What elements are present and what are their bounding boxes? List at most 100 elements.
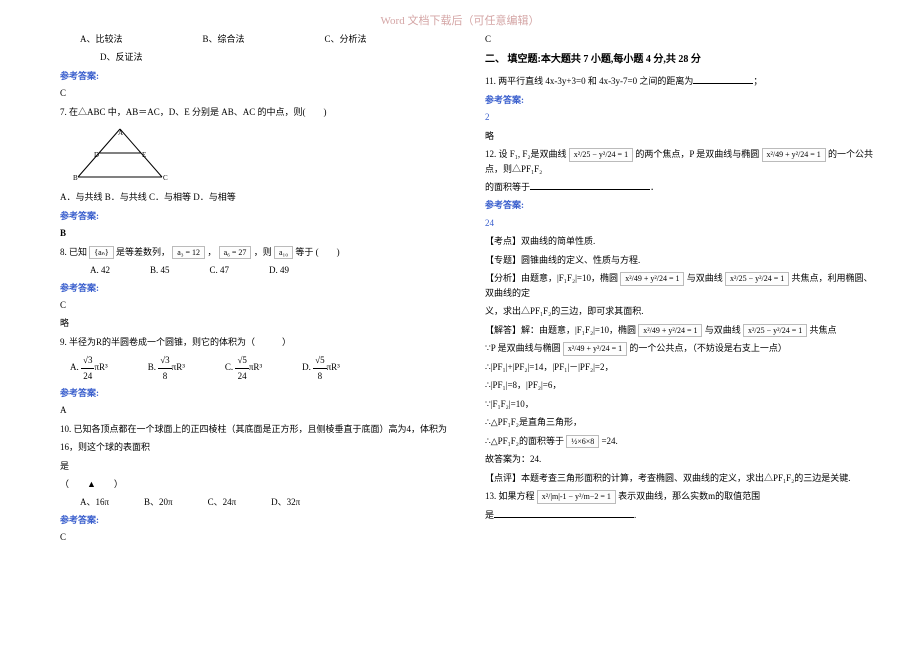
q12-pf: ∵P 是双曲线与椭圆 x²/49 + y²/24 = 1 的一个公共点，（不妨设… (485, 341, 880, 356)
s5-pre: ∴△PF₁F₂的面积等于 (485, 436, 564, 446)
left-column: A、比较法 B、综合法 C、分析法 D、反证法 参考答案: C 7. 在△ABC… (60, 32, 455, 549)
q12-s6: 故答案为：24. (485, 452, 880, 466)
q8-then: ，则 (254, 247, 272, 257)
solve-f2: x²/25 − y²/24 = 1 (743, 324, 807, 338)
q11-stem: 11. 两平行直线 4x-3y+3=0 和 4x-3y-7=0 之间的距离为 (485, 76, 693, 86)
q9-answer: A (60, 403, 455, 417)
q8-opt-b: B. 45 (150, 263, 170, 277)
q9-opt-d: D. √58πR³ (302, 353, 340, 383)
q9-d-pi: πR³ (327, 362, 340, 372)
q13-blank (494, 508, 634, 518)
svg-text:C: C (163, 174, 168, 182)
q12-s3: ∵|F₁F₂|=10， (485, 397, 880, 411)
ans-label-8: 参考答案: (60, 281, 455, 295)
ans-label-12: 参考答案: (485, 198, 880, 212)
q9-d-num: √5 (313, 353, 326, 368)
q8-a3-box: a₃ = 12 (172, 246, 205, 260)
q8-opt-a: A. 42 (90, 263, 110, 277)
svg-text:B: B (73, 174, 78, 182)
q12-l2-text: 的面积等于 (485, 182, 530, 192)
q7-text: 7. 在△ABC 中，AB＝AC，D、E 分别是 AB、AC 的中点，则( ) (60, 105, 455, 119)
q7-answer: B (60, 226, 455, 240)
q13-text: 13. 如果方程 x²/|m|-1 − y²/m−2 = 1 表示双曲线，那么实… (485, 489, 880, 504)
ans-label-11: 参考答案: (485, 93, 880, 107)
s5-frac: ½×6×8 (566, 435, 599, 449)
q10-answer: C (60, 530, 455, 544)
q9-options: A. √324πR³ B. √38πR³ C. √524πR³ D. √58πR… (60, 353, 455, 383)
q9-c-den: 24 (235, 369, 248, 383)
q12-s5: ∴△PF₁F₂的面积等于 ½×6×8 =24. (485, 434, 880, 449)
q8-seq-box: {aₙ} (89, 246, 113, 260)
q12-answer: 24 (485, 216, 880, 230)
q12-pre: 12. 设 F₁, F₂是双曲线 (485, 149, 567, 159)
q11-note: 略 (485, 129, 880, 143)
q9-text: 9. 半径为R的半圆卷成一个圆锥，则它的体积为（ ） (60, 335, 455, 349)
q10-opt-c: C、24π (208, 495, 237, 509)
q11-answer: 2 (485, 110, 880, 124)
q7-options: A．与共线 B．与共线 C．与相等 D．与相等 (60, 190, 455, 204)
s5-end: =24. (601, 436, 617, 446)
q8-a6-box: a₆ = 27 (219, 246, 252, 260)
svg-text:E: E (142, 151, 146, 159)
q9-b-den: 8 (158, 369, 171, 383)
q12-analysis: 【分析】由题意，|F₁F₂|=10，椭圆 x²/49 + y²/24 = 1 与… (485, 271, 880, 300)
q9-b-pi: πR³ (172, 362, 185, 372)
svg-text:A: A (118, 129, 123, 137)
right-column: C 二、 填空题:本大题共 7 小题,每小题 4 分,共 28 分 11. 两平… (485, 32, 880, 549)
q12-formula1: x²/25 − y²/24 = 1 (569, 148, 633, 162)
analysis-f1: x²/49 + y²/24 = 1 (620, 272, 684, 286)
q9-d-den: 8 (313, 369, 326, 383)
ans-label-7: 参考答案: (60, 209, 455, 223)
solve-mid: 与双曲线 (705, 325, 741, 335)
svg-text:D: D (94, 151, 99, 159)
q8-note: 略 (60, 316, 455, 330)
ans-label-9: 参考答案: (60, 386, 455, 400)
analysis-pre: 【分析】由题意，|F₁F₂|=10，椭圆 (485, 273, 618, 283)
q10-options: A、16π B、20π C、24π D、32π (80, 495, 455, 509)
q11-blank (693, 74, 753, 84)
q13-end: 表示双曲线，那么实数m的取值范围 (618, 491, 760, 501)
q9-a-pi: πR³ (94, 362, 107, 372)
analysis-f2: x²/25 − y²/24 = 1 (725, 272, 789, 286)
q9-c-num: √5 (235, 353, 248, 368)
q6-opt-d: D、反证法 (60, 50, 455, 64)
q6-answer: C (60, 86, 455, 100)
q10-l2: 16，则这个球的表面积 (60, 440, 455, 454)
q6-options-row1: A、比较法 B、综合法 C、分析法 (60, 32, 455, 46)
q8-options: A. 42 B. 45 C. 47 D. 49 (90, 263, 455, 277)
q9-opt-a: A. √324πR³ (70, 353, 108, 383)
q12-formula2: x²/49 + y²/24 = 1 (762, 148, 826, 162)
q9-c-pi: πR³ (249, 362, 262, 372)
q12-analysis-l2: 义，求出△PF₁F₂的三边，即可求其面积. (485, 304, 880, 318)
q12-l2: 的面积等于． (485, 180, 880, 194)
pf-end: 的一个公共点，（不妨设是右支上一点） (629, 343, 787, 353)
q12-point: 【考点】双曲线的简单性质. (485, 234, 880, 248)
q10-l4: （ ▲ ） (60, 477, 455, 491)
q11-text: 11. 两平行直线 4x-3y+3=0 和 4x-3y-7=0 之间的距离为； (485, 74, 880, 88)
analysis-mid: 与双曲线 (687, 273, 723, 283)
q10-opt-a: A、16π (80, 495, 109, 509)
q6-opt-a: A、比较法 (80, 32, 123, 46)
pf-f: x²/49 + y²/24 = 1 (563, 342, 627, 356)
q13-l2: 是. (485, 508, 880, 522)
q13-pre: 13. 如果方程 (485, 491, 535, 501)
page-container: A、比较法 B、综合法 C、分析法 D、反证法 参考答案: C 7. 在△ABC… (0, 0, 920, 559)
q8-text: 8. 已知 {aₙ} 是等差数列， a₃ = 12 ， a₆ = 27 ，则 a… (60, 245, 455, 260)
q8-opt-c: C. 47 (210, 263, 230, 277)
q9-b-label: B. (148, 362, 156, 372)
q9-b-num: √3 (158, 353, 171, 368)
ans-label-10: 参考答案: (60, 513, 455, 527)
q9-c-label: C. (225, 362, 233, 372)
watermark-text: Word 文档下载后（可任意编辑） (0, 12, 920, 28)
q8-opt-d: D. 49 (269, 263, 289, 277)
q12-s4: ∴△PF₁F₂是直角三角形， (485, 415, 880, 429)
q10-opt-d: D、32π (271, 495, 300, 509)
q12-text: 12. 设 F₁, F₂是双曲线 x²/25 − y²/24 = 1 的两个焦点… (485, 147, 880, 176)
q6-opt-c: C、分析法 (325, 32, 367, 46)
q8-a10-box: a₁₀ (274, 246, 293, 260)
triangle-figure: A D E B C (70, 127, 170, 182)
section-2-title: 二、 填空题:本大题共 7 小题,每小题 4 分,共 28 分 (485, 52, 880, 68)
solve-end: 共焦点 (810, 325, 837, 335)
q10-opt-b: B、20π (144, 495, 173, 509)
q8-eq: 等于 ( ) (295, 247, 339, 257)
